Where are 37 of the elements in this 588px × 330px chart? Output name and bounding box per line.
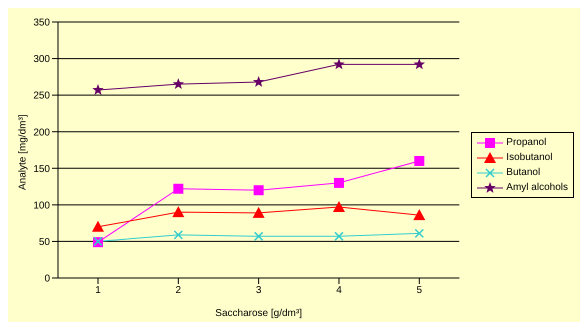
x-axis-title: Saccharose [g/dm³] [215,308,302,319]
point [172,78,184,90]
point [173,184,184,194]
point [254,185,264,196]
y-tick-label: 300 [33,54,50,66]
point [334,178,344,188]
point [334,232,344,242]
point [414,58,426,70]
point [413,209,426,220]
y-tick-label: 200 [33,127,50,138]
legend-label: Isobutanol [506,152,552,163]
y-tick-label: 100 [33,200,50,212]
point [333,58,345,70]
point [92,220,104,232]
point [254,232,264,242]
x-tick-label: 2 [176,285,182,296]
point [252,76,264,87]
y-tick-label: 150 [33,164,50,175]
point [414,228,424,238]
x-tick-label: 5 [416,285,423,296]
y-tick-label: 50 [38,236,50,248]
point [92,84,104,95]
point [174,230,184,240]
legend-label: Amyl alcohols [506,182,568,193]
x-tick-label: 4 [336,285,342,296]
legend-label: Butanol [506,167,540,178]
x-tick-label: 3 [256,285,262,296]
point [252,206,265,218]
point [414,156,424,166]
legend-label: Propanol [506,137,546,148]
y-tick-label: 0 [44,274,50,285]
y-tick-label: 250 [33,90,50,102]
point [332,201,345,212]
point [172,206,184,218]
x-tick-label: 1 [95,285,102,296]
y-tick-label: 350 [33,18,50,29]
y-axis-title: Analyte [mg/dm³] [18,114,29,190]
